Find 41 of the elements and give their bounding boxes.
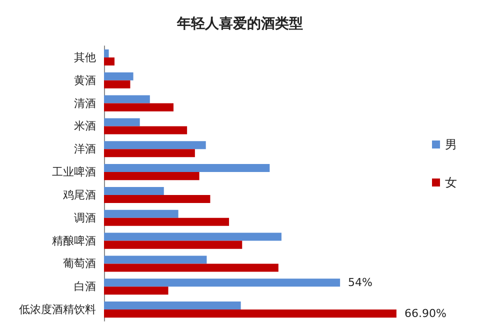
bar — [104, 141, 206, 150]
bar — [104, 302, 241, 310]
y-tick-label: 精酿啤酒 — [52, 234, 96, 248]
bar — [104, 149, 195, 158]
bar — [104, 186, 164, 195]
bar — [104, 57, 114, 66]
y-tick-label: 葡萄酒 — [63, 257, 96, 270]
bar — [104, 80, 130, 88]
bar — [104, 164, 270, 172]
bar — [104, 194, 210, 203]
bar — [104, 49, 109, 58]
bar — [104, 240, 242, 249]
y-tick-label: 白酒 — [74, 280, 96, 294]
y-tick-label: 工业啤酒 — [52, 166, 96, 179]
y-tick-label: 洋酒 — [74, 142, 96, 156]
bar — [104, 218, 230, 226]
y-tick-label: 低浓度酒精饮料 — [19, 303, 96, 316]
bar — [104, 118, 140, 126]
bar — [104, 278, 340, 287]
bar — [104, 310, 396, 318]
bar — [104, 256, 207, 264]
bar — [104, 72, 134, 80]
bar — [104, 95, 150, 104]
legend-label: 男 — [445, 138, 457, 152]
bar — [104, 103, 174, 112]
bar — [104, 172, 200, 180]
y-tick-label: 其他 — [74, 50, 96, 64]
legend-label: 女 — [445, 176, 457, 190]
data-label: 66.90% — [404, 307, 446, 320]
y-tick-label: 鸡尾酒 — [62, 188, 96, 202]
bar — [104, 126, 188, 134]
bar — [104, 286, 168, 295]
bar — [104, 264, 278, 272]
data-label: 54% — [348, 276, 373, 290]
y-tick-label: 黄酒 — [74, 74, 96, 87]
bar — [104, 232, 282, 241]
chart-title: 年轻人喜爱的酒类型 — [176, 15, 303, 32]
y-tick-label: 清酒 — [74, 96, 96, 110]
y-tick-label: 调酒 — [74, 211, 96, 224]
bar — [104, 210, 178, 218]
y-tick-label: 米酒 — [74, 120, 96, 133]
